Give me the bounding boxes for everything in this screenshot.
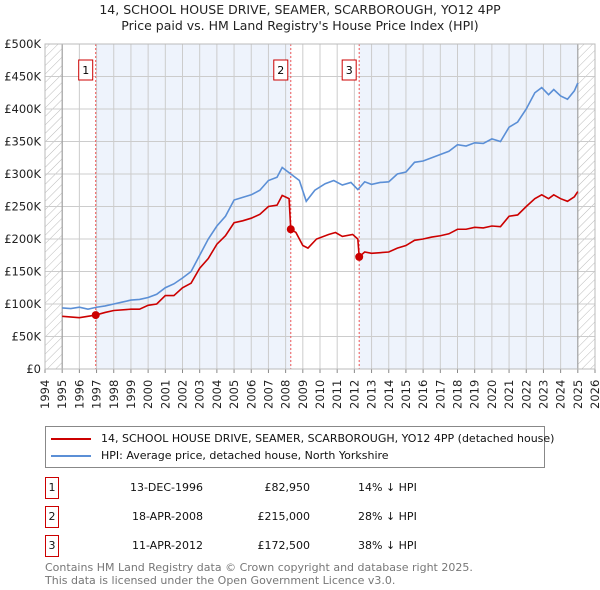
y-tick-label: £0	[26, 362, 41, 376]
sale-date: 11-APR-2012	[131, 539, 203, 552]
x-tick-label: 2015	[399, 380, 413, 409]
x-tick-label: 2005	[227, 380, 241, 409]
x-tick-label: 2012	[347, 380, 361, 409]
sale-hpi-diff: 14% ↓ HPI	[358, 481, 417, 494]
x-tick-label: 2026	[588, 380, 600, 409]
y-tick-label: £400K	[4, 102, 41, 116]
sale-label: 3	[346, 64, 353, 77]
sale-label-box	[78, 59, 94, 81]
x-tick-label: 2018	[451, 380, 465, 409]
sale-label-box	[273, 59, 289, 81]
chart-title: 14, SCHOOL HOUSE DRIVE, SEAMER, SCARBORO…	[99, 2, 501, 17]
sale-label-box	[341, 59, 357, 81]
footer-line-2: This data is licensed under the Open Gov…	[45, 574, 396, 587]
x-tick-label: 2010	[313, 380, 327, 409]
legend-swatch-hpi	[51, 454, 91, 457]
x-tick-label: 2006	[244, 380, 258, 409]
x-tick-label: 2004	[210, 380, 224, 409]
sale-point	[91, 311, 100, 320]
y-tick-label: £350K	[4, 135, 41, 149]
sale-point	[355, 252, 364, 261]
x-tick-label: 2014	[382, 380, 396, 409]
y-tick-label: £500K	[4, 37, 41, 51]
sale-hpi-diff: 28% ↓ HPI	[358, 510, 417, 523]
legend: 14, SCHOOL HOUSE DRIVE, SEAMER, SCARBORO…	[45, 426, 554, 468]
sale-marker-number: 3	[45, 535, 59, 557]
y-tick-label: £450K	[4, 70, 41, 84]
plot-area: 1994 1995 1996 1997 1998 1999 2000 2001 2002 2003…	[4, 37, 600, 409]
x-tick-label: 2016	[416, 380, 430, 409]
x-tick-label: 2024	[554, 380, 568, 409]
x-tick-label: 2011	[330, 380, 344, 409]
x-tick-label: 2022	[519, 380, 533, 409]
footer: Contains HM Land Registry data © Crown c…	[45, 561, 473, 587]
x-tick-label: 2000	[141, 380, 155, 409]
y-tick-label: £50K	[12, 330, 42, 344]
footer-line-1: Contains HM Land Registry data © Crown c…	[45, 561, 473, 574]
sale-hpi-diff: 38% ↓ HPI	[358, 539, 417, 552]
chart-subtitle: Price paid vs. HM Land Registry's House …	[121, 18, 479, 33]
x-tick-label: 2025	[571, 380, 585, 409]
y-tick-label: £150K	[4, 265, 41, 279]
legend-label-property: 14, SCHOOL HOUSE DRIVE, SEAMER, SCARBORO…	[101, 432, 555, 445]
x-tick-label: 2001	[158, 380, 172, 409]
sale-label: 1	[82, 64, 89, 77]
x-tick-label: 1997	[90, 380, 104, 409]
x-tick-label: 1998	[107, 380, 121, 409]
x-tick-label: 2023	[536, 380, 550, 409]
hpi-line	[62, 82, 579, 311]
sale-date: 18-APR-2008	[131, 510, 203, 523]
x-tick-label: 2017	[433, 380, 447, 409]
legend-label-hpi: HPI: Average price, detached house, Nort…	[101, 449, 389, 462]
sale-marker-number: 2	[45, 506, 59, 528]
x-tick-label: 2019	[468, 380, 482, 409]
sale-date: 13-DEC-1996	[129, 481, 203, 494]
y-tick-label: £300K	[4, 167, 41, 181]
x-tick-label: 2003	[193, 380, 207, 409]
x-tick-label: 2002	[176, 380, 190, 409]
y-tick-label: £250K	[4, 200, 41, 214]
x-tick-label: 2021	[502, 380, 516, 409]
legend-swatch-property	[51, 437, 91, 440]
x-tick-label: 2020	[485, 380, 499, 409]
sale-label: 2	[277, 64, 284, 77]
sale-point	[286, 225, 295, 234]
x-tick-label: 2008	[279, 380, 293, 409]
x-tick-label: 1996	[72, 380, 86, 409]
sale-price: £82,950	[264, 481, 311, 494]
x-tick-label: 1994	[38, 380, 52, 409]
sale-price: £172,500	[257, 539, 311, 552]
price-paid-line	[62, 191, 579, 319]
x-tick-label: 2007	[261, 380, 275, 409]
x-tick-label: 1995	[55, 380, 69, 409]
sale-marker-number: 1	[45, 477, 59, 499]
x-tick-label: 2013	[365, 380, 379, 409]
y-tick-label: £200K	[4, 232, 41, 246]
plot-border	[44, 43, 596, 370]
x-tick-label: 2009	[296, 380, 310, 409]
y-tick-label: £100K	[4, 297, 41, 311]
sale-price: £215,000	[257, 510, 311, 523]
x-tick-label: 1999	[124, 380, 138, 409]
